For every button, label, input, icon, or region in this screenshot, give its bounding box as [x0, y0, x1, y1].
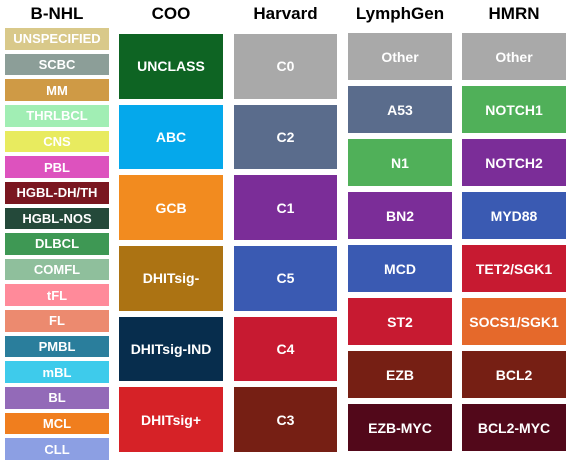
legend-swatch-b-nhl: THRLBCL	[5, 104, 109, 127]
legend-swatch-coo: ABC	[119, 104, 223, 170]
legend-swatch-b-nhl: SCBC	[5, 53, 109, 76]
legend-swatch-b-nhl: DLBCL	[5, 233, 109, 255]
legend-swatch-lymphgen: MCD	[348, 245, 452, 292]
legend-swatch-b-nhl: COMFL	[5, 258, 109, 281]
column-title-lymphgen: LymphGen	[355, 4, 445, 23]
legend-swatch-hmrn: NOTCH1	[462, 86, 566, 133]
legend-swatch-lymphgen: Other	[348, 33, 452, 80]
legend-swatch-hmrn: NOTCH2	[462, 139, 566, 186]
legend-swatch-harvard: C1	[234, 175, 337, 240]
legend-swatch-b-nhl: FL	[5, 310, 109, 332]
legend-swatch-b-nhl: HGBL-DH/TH	[5, 181, 109, 204]
legend-swatch-b-nhl: tFL	[5, 284, 109, 307]
legend-swatch-coo: DHITsig-IND	[119, 316, 223, 382]
legend-swatch-b-nhl: CLL	[5, 438, 109, 460]
legend-swatch-b-nhl: mBL	[5, 361, 109, 384]
legend-swatch-b-nhl: MCL	[5, 412, 109, 435]
legend-swatch-hmrn: TET2/SGK1	[462, 245, 566, 292]
legend-swatch-hmrn: Other	[462, 33, 566, 80]
legend-swatch-lymphgen: ST2	[348, 298, 452, 345]
legend-swatch-harvard: C4	[234, 316, 337, 382]
legend-swatch-b-nhl: UNSPECIFIED	[5, 28, 109, 50]
legend-swatch-harvard: C3	[234, 387, 337, 452]
legend-swatch-b-nhl: PMBL	[5, 335, 109, 358]
legend-swatch-b-nhl: BL	[5, 387, 109, 409]
legend-swatch-lymphgen: EZB	[348, 351, 452, 398]
legend-swatch-coo: DHITsig-	[119, 246, 223, 311]
legend-swatch-lymphgen: BN2	[348, 192, 452, 239]
legend-swatch-b-nhl: CNS	[5, 130, 109, 153]
legend-swatch-hmrn: MYD88	[462, 192, 566, 239]
legend-swatch-hmrn: SOCS1/SGK1	[462, 298, 566, 345]
legend-swatch-lymphgen: EZB-MYC	[348, 404, 452, 451]
legend-swatch-coo: GCB	[119, 175, 223, 240]
legend-swatch-harvard: C0	[234, 34, 337, 99]
legend-swatch-b-nhl: HGBL-NOS	[5, 207, 109, 230]
column-title-hmrn: HMRN	[488, 4, 540, 23]
legend-swatch-harvard: C2	[234, 104, 337, 170]
column-title-b-nhl: B-NHL	[30, 4, 84, 23]
column-title-coo: COO	[151, 4, 191, 23]
legend-swatch-harvard: C5	[234, 246, 337, 311]
legend-swatch-b-nhl: PBL	[5, 156, 109, 178]
legend-swatch-coo: UNCLASS	[119, 34, 223, 99]
legend-swatch-lymphgen: N1	[348, 139, 452, 186]
legend-swatch-coo: DHITsig+	[119, 387, 223, 452]
legend-swatch-hmrn: BCL2-MYC	[462, 404, 566, 451]
legend-swatch-lymphgen: A53	[348, 86, 452, 133]
column-title-harvard: Harvard	[253, 4, 318, 23]
legend-swatch-hmrn: BCL2	[462, 351, 566, 398]
legend-swatch-b-nhl: MM	[5, 79, 109, 101]
